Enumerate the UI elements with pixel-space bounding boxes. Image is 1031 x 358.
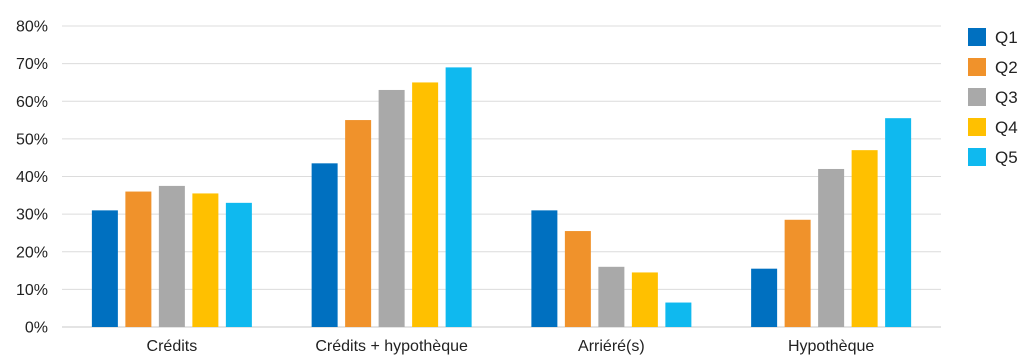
bar-q1-3 xyxy=(531,210,558,327)
bar-q3-1 xyxy=(158,185,185,327)
bar-q1-4 xyxy=(751,268,778,327)
bar-q1-2 xyxy=(311,163,338,327)
legend-swatch-q3 xyxy=(968,88,986,106)
bar-q2-3 xyxy=(564,231,591,327)
legend-label: Q2 xyxy=(995,58,1018,77)
bar-q3-4 xyxy=(818,168,845,327)
category-label: Arriéré(s) xyxy=(578,338,645,355)
y-tick-label: 40% xyxy=(16,169,48,186)
bar-q2-2 xyxy=(345,120,372,327)
legend-label: Q3 xyxy=(995,88,1018,107)
y-tick-label: 10% xyxy=(16,282,48,299)
y-tick-label: 30% xyxy=(16,207,48,224)
legend: Q1 Q2 Q3 Q4 Q5 xyxy=(968,28,1018,167)
bar-q4-4 xyxy=(851,150,878,327)
y-tick-label: 60% xyxy=(16,94,48,111)
category-label: Crédits xyxy=(147,338,198,355)
bar-q4-2 xyxy=(412,82,439,327)
bar-q2-4 xyxy=(784,219,811,327)
legend-swatch-q2 xyxy=(968,58,986,76)
legend-label: Q1 xyxy=(995,28,1018,47)
legend-swatch-q5 xyxy=(968,148,986,166)
category-label: Hypothèque xyxy=(788,338,874,355)
y-tick-label: 50% xyxy=(16,131,48,148)
bar-q5-2 xyxy=(445,67,472,327)
bar-q4-1 xyxy=(192,193,219,327)
y-tick-label: 70% xyxy=(16,56,48,73)
bar-q4-3 xyxy=(631,272,658,327)
bars xyxy=(91,67,912,328)
category-label: Crédits + hypothèque xyxy=(315,338,468,355)
y-axis: 0% 10% 20% 30% 40% 50% 60% 70% 80% xyxy=(16,19,48,337)
y-tick-label: 20% xyxy=(16,244,48,261)
bar-q3-2 xyxy=(378,89,405,328)
y-tick-label: 80% xyxy=(16,19,48,36)
legend-swatch-q4 xyxy=(968,118,986,136)
legend-swatch-q1 xyxy=(968,28,986,46)
bar-q1-1 xyxy=(91,210,118,327)
legend-label: Q5 xyxy=(995,148,1018,167)
legend-label: Q4 xyxy=(995,118,1018,137)
bar-q5-4 xyxy=(885,118,912,328)
bar-q5-3 xyxy=(665,302,692,327)
y-tick-label: 0% xyxy=(25,320,48,337)
x-axis: Crédits Crédits + hypothèque Arriéré(s) Hyp… xyxy=(147,338,875,355)
bar-q3-3 xyxy=(598,266,625,327)
bar-q2-1 xyxy=(125,191,152,327)
bar-q5-1 xyxy=(225,202,252,327)
